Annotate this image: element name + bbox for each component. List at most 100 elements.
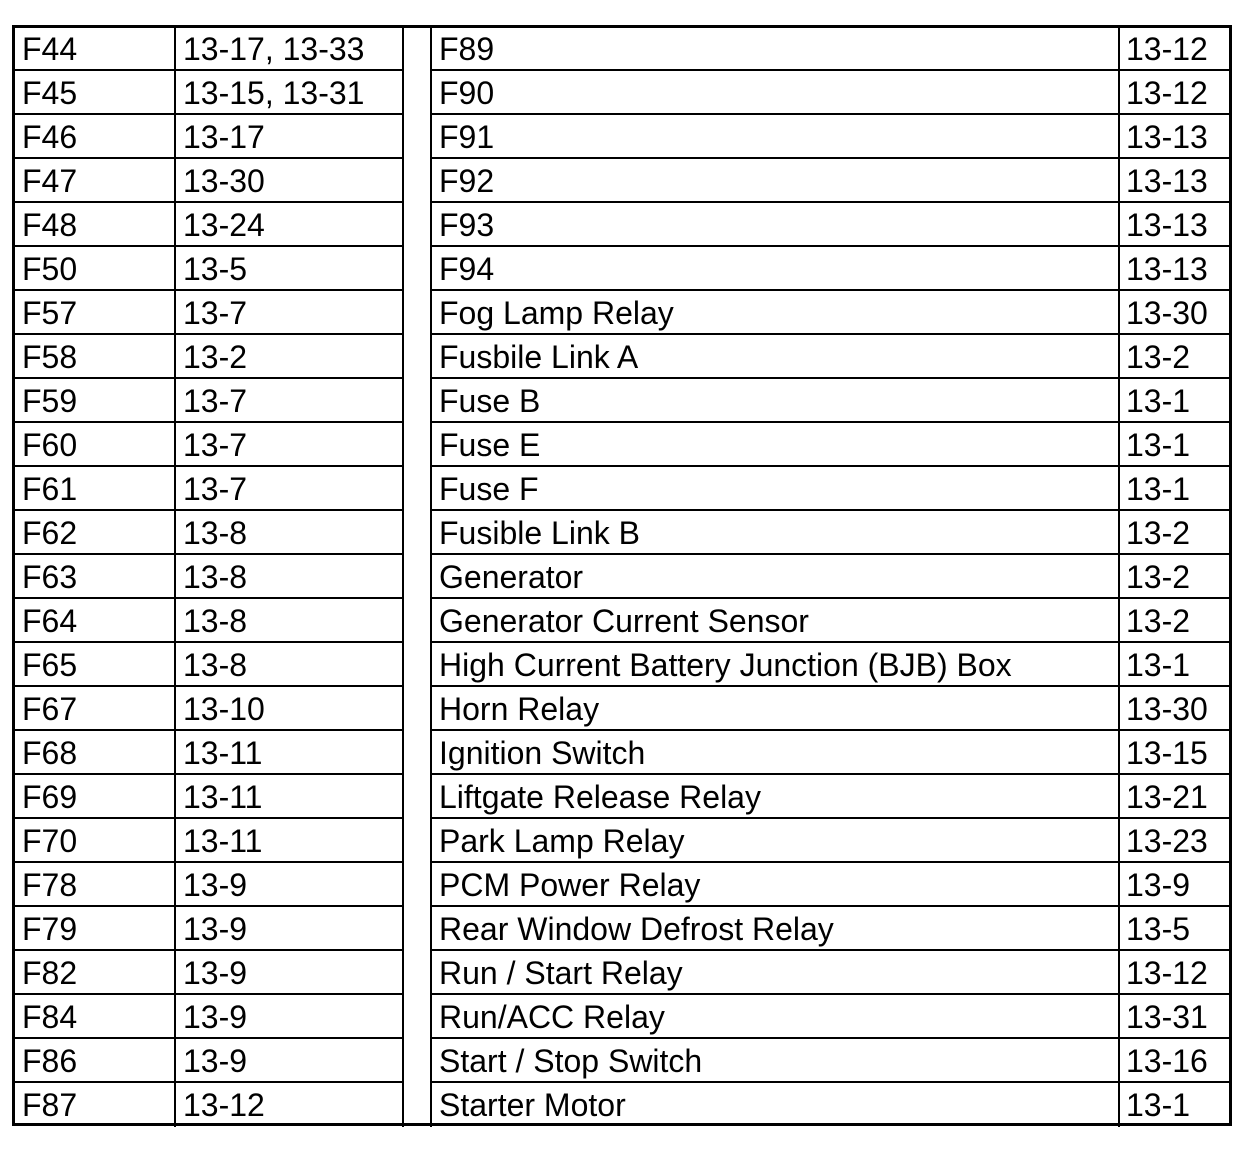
component-page-cell: 13-2 (1120, 511, 1232, 555)
component-name-cell: Generator (430, 555, 1120, 599)
fuse-page-cell: 13-10 (176, 687, 404, 731)
fuse-code-cell: F65 (15, 643, 176, 687)
fuse-page-cell: 13-12 (176, 1083, 404, 1127)
fuse-page-cell: 13-5 (176, 247, 404, 291)
table-row: F44 13-17, 13-33 F89 13-12 (15, 27, 1232, 71)
component-name-cell: Fuse E (430, 423, 1120, 467)
component-name-cell: Fusible Link B (430, 511, 1120, 555)
component-name-cell: F89 (430, 27, 1120, 71)
fuse-code-cell: F45 (15, 71, 176, 115)
table-row: F59 13-7 Fuse B 13-1 (15, 379, 1232, 423)
table-row: F68 13-11 Ignition Switch 13-15 (15, 731, 1232, 775)
table-row: F79 13-9 Rear Window Defrost Relay 13-5 (15, 907, 1232, 951)
fuse-page-cell: 13-7 (176, 467, 404, 511)
component-page-cell: 13-23 (1120, 819, 1232, 863)
fuse-code-cell: F48 (15, 203, 176, 247)
component-name-cell: Ignition Switch (430, 731, 1120, 775)
fuse-page-cell: 13-9 (176, 1039, 404, 1083)
fuse-page-cell: 13-2 (176, 335, 404, 379)
component-page-cell: 13-1 (1120, 423, 1232, 467)
component-name-cell: PCM Power Relay (430, 863, 1120, 907)
component-page-cell: 13-21 (1120, 775, 1232, 819)
component-page-cell: 13-30 (1120, 291, 1232, 335)
component-page-cell: 13-1 (1120, 467, 1232, 511)
fuse-code-cell: F58 (15, 335, 176, 379)
table-row: F65 13-8 High Current Battery Junction (BJ… (15, 643, 1232, 687)
table-row: F47 13-30 F92 13-13 (15, 159, 1232, 203)
component-page-cell: 13-2 (1120, 599, 1232, 643)
component-page-cell: 13-1 (1120, 643, 1232, 687)
table-row: F60 13-7 Fuse E 13-1 (15, 423, 1232, 467)
component-page-cell: 13-2 (1120, 335, 1232, 379)
fuse-page-cell: 13-9 (176, 995, 404, 1039)
table-row: F58 13-2 Fusbile Link A 13-2 (15, 335, 1232, 379)
component-name-cell: High Current Battery Junction (BJB) Box (430, 643, 1120, 687)
component-name-cell: Starter Motor (430, 1083, 1120, 1127)
fuse-page-cell: 13-7 (176, 423, 404, 467)
component-page-cell: 13-12 (1120, 27, 1232, 71)
component-name-cell: F92 (430, 159, 1120, 203)
fuse-code-cell: F63 (15, 555, 176, 599)
component-location-table: F44 13-17, 13-33 F89 13-12 F45 13-15, 13-31 F9… (12, 25, 1232, 1127)
component-page-cell: 13-9 (1120, 863, 1232, 907)
fuse-code-cell: F62 (15, 511, 176, 555)
table-row: F50 13-5 F94 13-13 (15, 247, 1232, 291)
fuse-page-cell: 13-8 (176, 599, 404, 643)
fuse-page-cell: 13-17, 13-33 (176, 27, 404, 71)
fuse-code-cell: F79 (15, 907, 176, 951)
fuse-page-cell: 13-7 (176, 291, 404, 335)
component-page-cell: 13-15 (1120, 731, 1232, 775)
table-row: F84 13-9 Run/ACC Relay 13-31 (15, 995, 1232, 1039)
component-name-cell: Fusbile Link A (430, 335, 1120, 379)
fuse-page-cell: 13-8 (176, 555, 404, 599)
fuse-page-cell: 13-8 (176, 643, 404, 687)
fuse-code-cell: F47 (15, 159, 176, 203)
fuse-code-cell: F70 (15, 819, 176, 863)
component-name-cell: F94 (430, 247, 1120, 291)
table-row: F78 13-9 PCM Power Relay 13-9 (15, 863, 1232, 907)
component-page-cell: 13-1 (1126, 1087, 1191, 1123)
fuse-code-cell: F86 (15, 1039, 176, 1083)
fuse-page-cell: 13-7 (176, 379, 404, 423)
component-page-cell: 13-31 (1120, 995, 1232, 1039)
component-name-cell: Start / Stop Switch (430, 1039, 1120, 1083)
table-row: F62 13-8 Fusible Link B 13-2 (15, 511, 1232, 555)
table-row: F61 13-7 Fuse F 13-1 (15, 467, 1232, 511)
fuse-code-cell: F46 (15, 115, 176, 159)
component-name-cell: Rear Window Defrost Relay (430, 907, 1120, 951)
fuse-page-cell: 13-15, 13-31 (176, 71, 404, 115)
component-name-cell: F90 (430, 71, 1120, 115)
component-page-cell: 13-5 (1120, 907, 1232, 951)
table-row: F64 13-8 Generator Current Sensor 13-2 (15, 599, 1232, 643)
table-row: F48 13-24 F93 13-13 (15, 203, 1232, 247)
fuse-code-cell: F68 (15, 731, 176, 775)
component-name-cell: Horn Relay (430, 687, 1120, 731)
table-row: F82 13-9 Run / Start Relay 13-12 (15, 951, 1232, 995)
component-page-cell: 13-13 (1120, 247, 1232, 291)
fuse-code-cell: F84 (15, 995, 176, 1039)
fuse-code-cell: F44 (15, 27, 176, 71)
fuse-page-cell: 13-11 (176, 775, 404, 819)
component-page-cell: 13-12 (1120, 951, 1232, 995)
component-name-cell: Fuse F (430, 467, 1120, 511)
fuse-page-cell: 13-30 (176, 159, 404, 203)
component-name-cell: F91 (430, 115, 1120, 159)
component-name-cell: Liftgate Release Relay (430, 775, 1120, 819)
component-page-cell: 13-13 (1120, 203, 1232, 247)
table-row: F63 13-8 Generator 13-2 (15, 555, 1232, 599)
table-row: F46 13-17 F91 13-13 (15, 115, 1232, 159)
table-row: F67 13-10 Horn Relay 13-30 (15, 687, 1232, 731)
component-name-cell: Run/ACC Relay (430, 995, 1120, 1039)
component-name-cell: Park Lamp Relay (430, 819, 1120, 863)
fuse-page-cell: 13-24 (176, 203, 404, 247)
component-name-cell: Fuse B (430, 379, 1120, 423)
fuse-code-cell: F60 (15, 423, 176, 467)
table-row: F70 13-11 Park Lamp Relay 13-23 (15, 819, 1232, 863)
component-name-cell: F93 (430, 203, 1120, 247)
fuse-code-cell: F82 (15, 951, 176, 995)
table-row: F86 13-9 Start / Stop Switch 13-16 (15, 1039, 1232, 1083)
component-page-cell: 13-1 (1120, 379, 1232, 423)
fuse-code-cell: F59 (15, 379, 176, 423)
component-page-cell: 13-16 (1120, 1039, 1232, 1083)
table-row: F57 13-7 Fog Lamp Relay 13-30 (15, 291, 1232, 335)
